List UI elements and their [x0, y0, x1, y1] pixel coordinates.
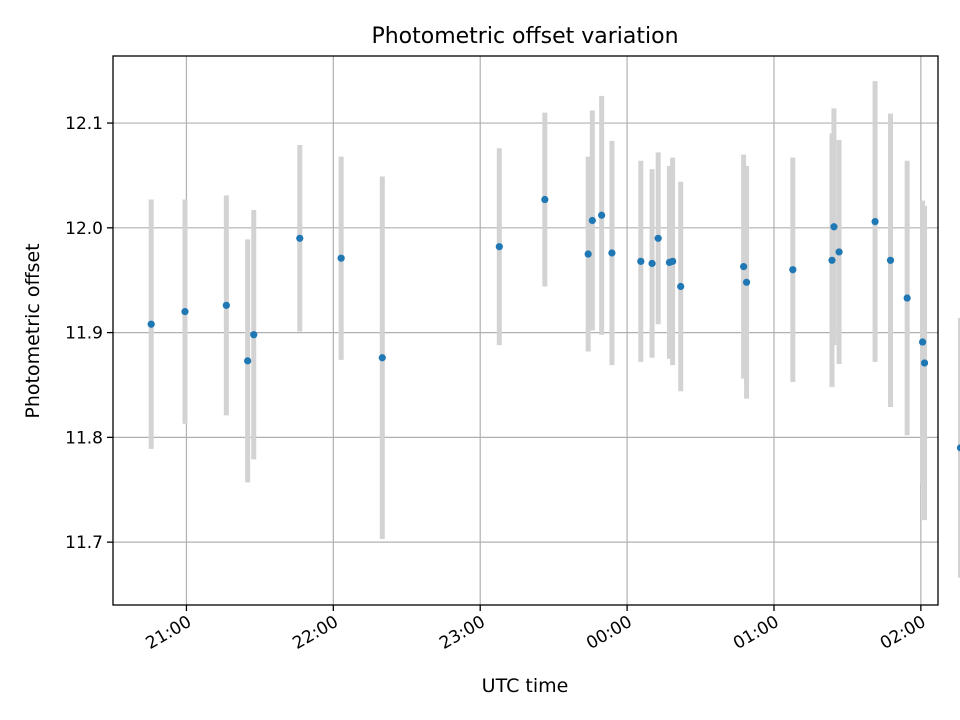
data-point [608, 249, 616, 257]
x-tick-label: 21:00 [143, 612, 195, 654]
x-tick-label: 01:00 [730, 612, 782, 654]
y-tick-label: 12.0 [65, 219, 103, 239]
data-point [337, 254, 345, 262]
error-bars [148, 81, 960, 578]
x-tick-label: 00:00 [583, 612, 635, 654]
x-tick-label: 02:00 [877, 612, 929, 654]
data-point [296, 234, 304, 242]
data-point [920, 359, 929, 367]
data-point [742, 278, 751, 286]
data-point [956, 444, 960, 452]
y-tick-label: 11.7 [65, 533, 103, 553]
data-point [918, 338, 927, 346]
data-point [830, 223, 838, 231]
data-point [886, 256, 895, 264]
grid [113, 56, 938, 605]
data-point [789, 266, 797, 274]
data-point [588, 216, 596, 225]
x-tick-label: 23:00 [436, 612, 488, 654]
data-point [828, 256, 836, 264]
data-point [740, 262, 748, 271]
data-point [903, 294, 911, 302]
chart-title: Photometric offset variation [371, 24, 678, 49]
x-tick-label: 22:00 [289, 612, 341, 654]
data-point [598, 211, 606, 219]
y-tick-label: 11.9 [65, 324, 103, 344]
y-tick-label: 12.1 [65, 114, 103, 134]
plot-frame [112, 55, 939, 606]
y-axis-ticks: 11.7 11.8 11.9 12.0 12.1 [65, 114, 113, 553]
data-point [495, 243, 503, 251]
data-point [222, 301, 230, 309]
data-point [669, 257, 677, 265]
data-point [147, 320, 155, 328]
x-axis-label: UTC time [482, 675, 569, 697]
data-point [637, 257, 645, 265]
data-point [648, 259, 656, 268]
data-point [584, 250, 592, 258]
data-point [835, 248, 843, 256]
y-axis-label: Photometric offset [22, 243, 44, 418]
x-axis-ticks: 21:00 22:00 23:00 00:00 01:00 02:00 [143, 605, 929, 654]
data-point [871, 217, 879, 226]
y-tick-label: 11.8 [65, 428, 103, 448]
data-point [378, 354, 386, 362]
data-point [250, 331, 258, 339]
data-points [147, 195, 960, 452]
data-point [654, 234, 662, 242]
data-point [541, 195, 549, 204]
data-point [244, 357, 252, 365]
data-point [677, 282, 685, 291]
data-point [181, 308, 189, 316]
